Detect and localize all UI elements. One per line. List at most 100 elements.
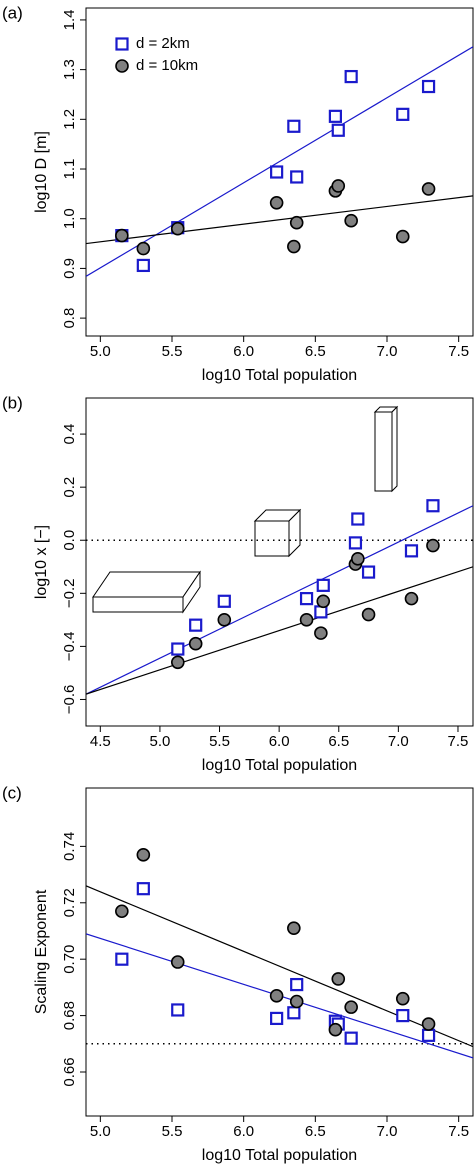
square-point xyxy=(351,512,365,526)
x-tick-label: 7.0 xyxy=(377,343,398,360)
building-icons xyxy=(92,405,399,614)
circle-point xyxy=(170,955,185,969)
square-point xyxy=(344,69,358,84)
legend-marker xyxy=(115,37,129,51)
square-point xyxy=(396,1008,410,1023)
cube-front xyxy=(254,520,290,557)
circle-point xyxy=(344,1000,358,1014)
plot-area xyxy=(86,46,473,277)
y-tick-label: −0.4 xyxy=(61,632,78,662)
x-axis-title: log10 Total population xyxy=(202,757,357,774)
x-tick-label: 5.0 xyxy=(90,1123,111,1140)
x-tick-label: 5.5 xyxy=(209,733,230,750)
x-tick-label: 5.0 xyxy=(90,343,111,360)
fit-line xyxy=(86,46,473,277)
x-tick-label: 6.0 xyxy=(233,1123,254,1140)
x-tick-label: 6.0 xyxy=(233,343,254,360)
y-axis-title: log10 D [m] xyxy=(33,131,50,213)
y-tick-label: 0.72 xyxy=(61,888,78,917)
square-point xyxy=(396,107,410,121)
square-point xyxy=(316,578,330,592)
fit-line xyxy=(86,566,473,695)
x-tick-label: 4.5 xyxy=(90,733,111,750)
x-tick-label: 7.5 xyxy=(448,343,469,360)
circle-point xyxy=(287,921,301,935)
circle-point xyxy=(395,229,410,244)
y-tick-label: 1.1 xyxy=(61,159,78,180)
square-point xyxy=(328,109,342,123)
y-tick-label: 0.4 xyxy=(61,424,78,445)
circle-point xyxy=(351,552,365,566)
y-tick-label: 1.0 xyxy=(61,208,78,229)
square-point xyxy=(426,499,440,513)
square-point xyxy=(421,79,436,94)
y-tick-label: 0.9 xyxy=(61,258,78,279)
y-tick-label: 0.70 xyxy=(61,945,78,974)
circle-point xyxy=(171,655,185,670)
circle-point xyxy=(344,213,358,228)
y-tick-label: 0.8 xyxy=(61,308,78,329)
x-tick-label: 6.5 xyxy=(305,1123,326,1140)
circle-point xyxy=(316,594,331,609)
y-tick-label: 1.2 xyxy=(61,109,78,130)
circle-point xyxy=(217,613,232,627)
panel-label: (a) xyxy=(2,3,23,22)
square-point xyxy=(331,123,345,137)
fit-line xyxy=(86,505,473,695)
circle-point xyxy=(269,196,284,210)
fit-line xyxy=(86,195,473,245)
circle-point xyxy=(314,626,328,640)
square-point xyxy=(287,1006,301,1020)
square-point xyxy=(287,119,301,133)
x-tick-label: 7.5 xyxy=(448,733,469,750)
y-tick-label: −0.6 xyxy=(61,685,78,715)
circle-point xyxy=(361,607,376,622)
circle-point xyxy=(115,228,129,243)
y-tick-label: 0.68 xyxy=(61,1001,78,1030)
y-tick-label: 1.3 xyxy=(61,59,78,80)
square-point xyxy=(217,594,231,608)
square-point xyxy=(136,882,150,896)
square-point xyxy=(189,618,203,632)
x-axis-title: log10 Total population xyxy=(202,367,357,384)
x-tick-label: 5.0 xyxy=(149,733,170,750)
x-tick-label: 5.5 xyxy=(162,343,183,360)
circle-point xyxy=(421,182,436,196)
square-point xyxy=(136,258,150,273)
square-point xyxy=(171,642,185,656)
x-tick-label: 7.5 xyxy=(448,1123,469,1140)
y-tick-label: 0.74 xyxy=(61,832,78,861)
circle-point xyxy=(188,636,203,651)
y-axis-title: log10 x [−] xyxy=(33,525,50,599)
circle-point xyxy=(269,989,284,1003)
square-point xyxy=(270,165,284,179)
circle-point xyxy=(289,215,304,230)
square-point xyxy=(348,536,363,550)
plot-area xyxy=(86,885,473,1059)
plot-frame xyxy=(85,7,474,337)
circle-point xyxy=(331,179,346,193)
y-tick-label: 0.66 xyxy=(61,1057,78,1086)
circle-point xyxy=(287,239,301,254)
y-axis-title: Scaling Exponent xyxy=(33,889,50,1014)
flat-box-top xyxy=(92,571,201,598)
circle-point xyxy=(404,591,419,606)
plot-frame xyxy=(85,397,474,727)
y-tick-label: 1.4 xyxy=(61,9,78,30)
y-tick-label: −0.2 xyxy=(61,579,78,609)
x-tick-label: 6.0 xyxy=(269,733,290,750)
x-axis-title: log10 Total population xyxy=(202,1147,357,1164)
panel-label: (c) xyxy=(2,783,22,802)
x-tick-label: 6.5 xyxy=(328,733,349,750)
legend-marker xyxy=(115,59,129,73)
circle-point xyxy=(289,994,304,1009)
square-point xyxy=(270,1011,284,1026)
flat-box-front xyxy=(92,596,184,613)
square-point xyxy=(314,605,328,619)
square-point xyxy=(290,977,304,992)
plot-area xyxy=(86,505,473,695)
circle-point xyxy=(331,972,346,986)
x-tick-label: 5.5 xyxy=(162,1123,183,1140)
circle-point xyxy=(328,1022,343,1037)
